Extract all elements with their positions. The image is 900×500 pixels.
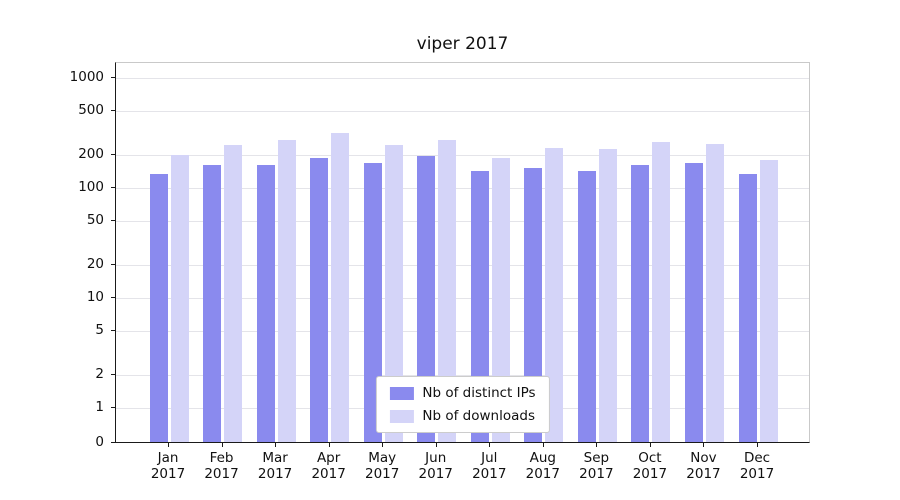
x-tick-label: May 2017 (364, 450, 400, 482)
gridline (116, 374, 809, 376)
x-tick-label: Mar 2017 (257, 450, 293, 482)
x-tick-label: Oct 2017 (632, 450, 668, 482)
bar-nb-of-downloads-mar-2017 (277, 139, 296, 442)
bar-nb-of-distinct-ips-dec-2017 (738, 174, 757, 442)
bar-nb-of-downloads-jul-2017 (491, 157, 510, 442)
x-tick-label: Dec 2017 (739, 450, 775, 482)
gridline (116, 78, 809, 79)
bar-nb-of-distinct-ips-feb-2017 (203, 164, 222, 442)
bar-nb-of-downloads-aug-2017 (545, 148, 564, 442)
y-tick-mark (111, 442, 115, 443)
x-axis: Jan 2017 Feb 2017 Mar 2017 Apr 2017 May 2017 Jun 20… (115, 443, 810, 493)
x-tick-label: Jun 2017 (418, 450, 453, 482)
bar-nb-of-distinct-ips-jun-2017 (417, 156, 436, 442)
bar-nb-of-downloads-feb-2017 (224, 145, 243, 442)
y-tick-mark (111, 297, 115, 298)
legend-swatch-distinct-ips (389, 386, 414, 400)
legend-label-distinct-ips: Nb of distinct IPs (422, 385, 536, 401)
x-tick-label: Feb 2017 (204, 450, 239, 482)
bar-nb-of-downloads-dec-2017 (759, 160, 778, 442)
gridline (116, 298, 809, 299)
y-tick-label: 1 (95, 399, 104, 415)
y-tick-label: 20 (86, 255, 104, 272)
plot-area: Nb of distinct IPs Nb of downloads (115, 62, 810, 443)
bar-nb-of-distinct-ips-apr-2017 (310, 157, 329, 442)
bar-nb-of-downloads-sep-2017 (598, 149, 617, 442)
y-tick-label: 50 (86, 212, 104, 229)
bar-nb-of-downloads-may-2017 (384, 145, 403, 442)
legend: Nb of distinct IPs Nb of downloads (375, 376, 550, 433)
y-tick-mark (111, 407, 115, 408)
legend-item-downloads: Nb of downloads (389, 408, 535, 424)
y-tick-mark (111, 263, 115, 265)
x-tick-mark (757, 443, 758, 447)
gridline (116, 188, 809, 189)
gridline (116, 331, 809, 333)
y-tick-label: 1000 (69, 69, 104, 85)
y-tick-mark (111, 373, 115, 375)
y-tick-label: 100 (78, 179, 104, 195)
bar-nb-of-distinct-ips-jan-2017 (149, 174, 168, 442)
gridline (116, 154, 809, 156)
y-tick-label: 0 (95, 434, 104, 450)
x-tick-label: Apr 2017 (311, 450, 346, 482)
x-tick-mark (435, 443, 437, 447)
y-tick-mark (111, 77, 115, 78)
chart-title: viper 2017 (416, 34, 509, 54)
bar-nb-of-downloads-nov-2017 (705, 144, 724, 442)
bar-nb-of-downloads-jun-2017 (438, 140, 457, 442)
y-tick-mark (111, 220, 115, 222)
bar-nb-of-distinct-ips-oct-2017 (631, 164, 650, 442)
bar-nb-of-distinct-ips-mar-2017 (256, 164, 275, 442)
x-tick-mark (649, 443, 651, 447)
x-tick-label: Nov 2017 (686, 450, 721, 482)
x-tick-mark (703, 443, 705, 447)
x-tick-mark (328, 443, 330, 447)
x-tick-mark (382, 443, 384, 447)
x-tick-mark (275, 443, 277, 447)
bar-nb-of-distinct-ips-jul-2017 (470, 170, 489, 442)
legend-label-downloads: Nb of downloads (422, 408, 535, 424)
y-tick-label: 200 (78, 145, 104, 162)
y-tick-label: 10 (86, 289, 104, 305)
bar-nb-of-distinct-ips-sep-2017 (577, 170, 596, 442)
legend-swatch-downloads (389, 409, 414, 423)
bar-nb-of-downloads-oct-2017 (652, 142, 671, 442)
legend-item-distinct-ips: Nb of distinct IPs (389, 385, 536, 401)
x-tick-label: Sep 2017 (579, 450, 614, 482)
bar-nb-of-distinct-ips-nov-2017 (684, 163, 703, 442)
x-tick-label: Aug 2017 (525, 450, 560, 482)
x-tick-label: Jan 2017 (150, 450, 186, 482)
x-tick-mark (542, 443, 544, 447)
x-tick-mark (221, 443, 223, 447)
gridline (116, 221, 809, 223)
y-tick-mark (111, 187, 115, 188)
y-tick-label: 500 (78, 102, 104, 119)
x-tick-mark (596, 443, 598, 447)
gridline (116, 111, 809, 113)
y-tick-mark (111, 153, 115, 155)
x-tick-mark (168, 443, 169, 447)
y-tick-label: 2 (95, 365, 104, 382)
bar-nb-of-downloads-apr-2017 (331, 132, 350, 442)
x-tick-mark (489, 443, 491, 447)
y-tick-label: 5 (95, 322, 104, 339)
bar-nb-of-distinct-ips-aug-2017 (524, 167, 543, 442)
bar-nb-of-downloads-jan-2017 (170, 155, 189, 442)
gridline (116, 264, 809, 266)
x-tick-label: Jul 2017 (472, 450, 507, 482)
y-tick-mark (111, 330, 115, 332)
y-tick-mark (111, 110, 115, 112)
bar-nb-of-distinct-ips-may-2017 (363, 163, 382, 442)
y-axis: 0 1 2 5 10 20 50 100 200 500 1000 (0, 62, 115, 450)
